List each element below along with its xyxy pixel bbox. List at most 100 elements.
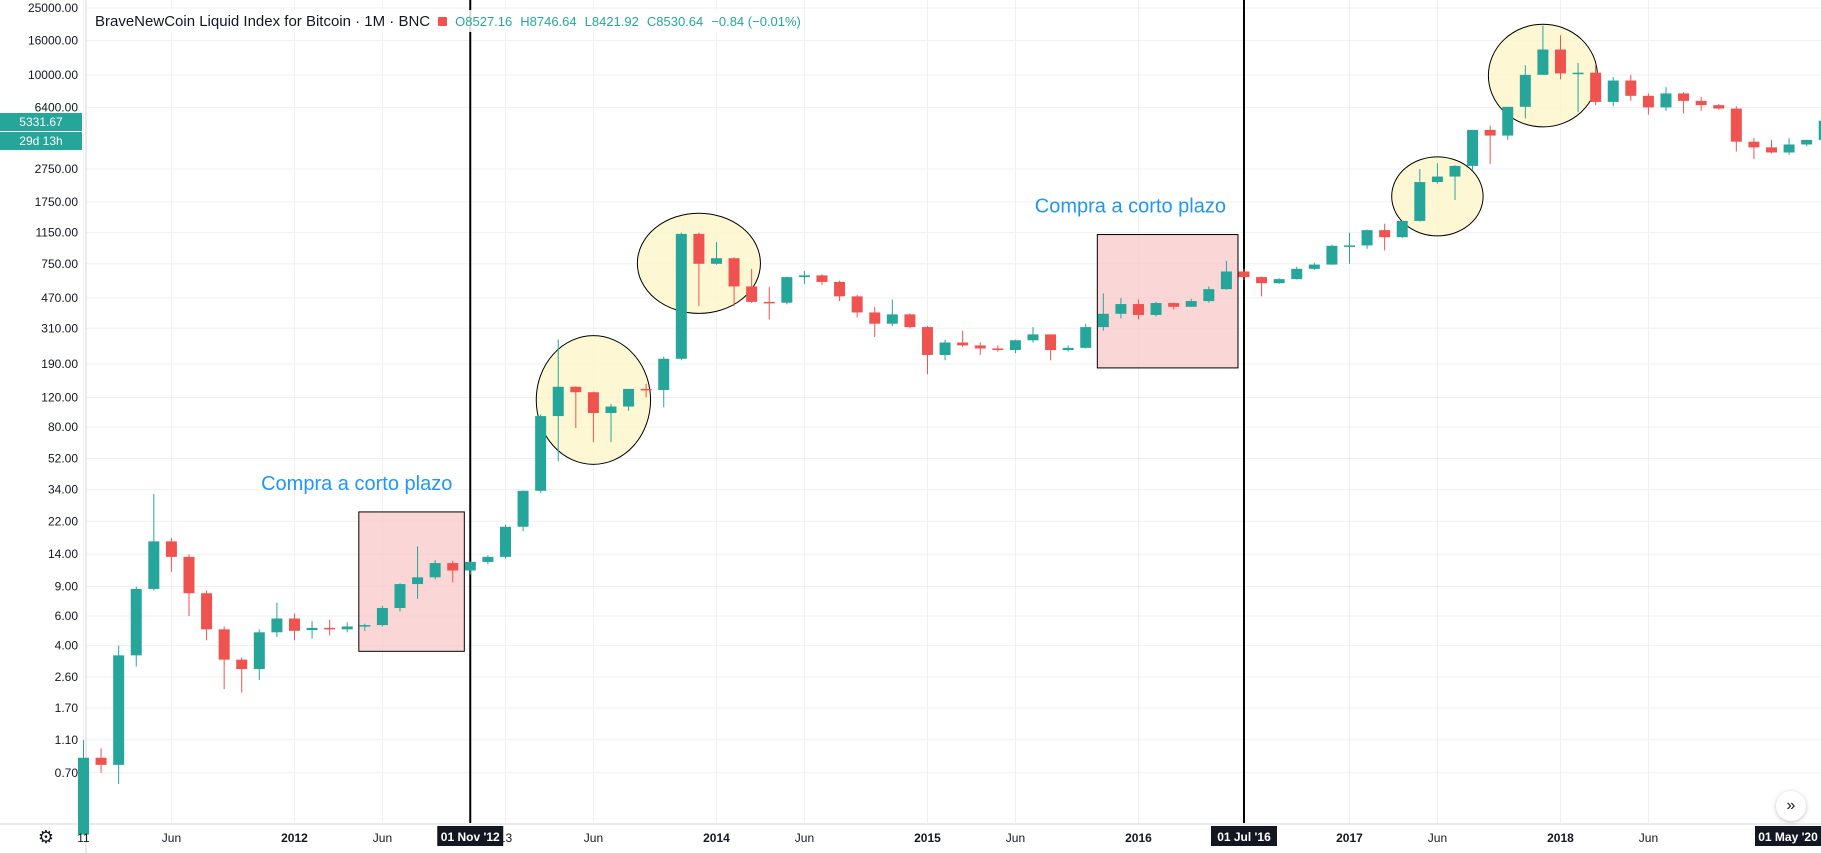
date-badge-1 xyxy=(437,826,504,846)
candle-body xyxy=(1607,80,1619,102)
candle-body xyxy=(1748,141,1760,148)
candle-body xyxy=(1519,74,1531,107)
candle-body xyxy=(1625,80,1637,96)
date-badge-label-1: 01 Nov '12 xyxy=(441,830,500,844)
candle-body xyxy=(798,275,810,278)
buy-zone-box-2[interactable] xyxy=(1096,234,1239,369)
candle-body xyxy=(482,556,494,562)
candle-body xyxy=(1502,106,1514,136)
candle-body xyxy=(921,327,933,355)
y-tick-label: 34.00 xyxy=(48,482,78,496)
candle-body xyxy=(1818,120,1821,140)
x-tick-label: 2012 xyxy=(281,831,308,845)
candle-body xyxy=(324,627,336,630)
candle-body xyxy=(376,607,388,626)
candle-body xyxy=(869,312,881,324)
candle-body xyxy=(1431,176,1443,183)
chart-legend: BraveNewCoin Liquid Index for Bitcoin · … xyxy=(95,10,801,32)
y-tick-label: 16000.00 xyxy=(28,34,78,48)
candle-body xyxy=(1660,93,1672,108)
y-tick-label: 2750.00 xyxy=(35,162,79,176)
candle-body xyxy=(1590,72,1602,102)
candle-body xyxy=(658,358,670,390)
ohlc-low: L8421.92 xyxy=(584,13,639,29)
candle-body xyxy=(1115,304,1127,314)
candle-body xyxy=(1695,100,1707,106)
candle-body xyxy=(886,314,898,324)
candle-body xyxy=(1379,230,1391,238)
y-tick-label: 750.00 xyxy=(41,257,78,271)
candle-body xyxy=(429,563,441,578)
candle-body xyxy=(1062,347,1074,351)
candle-body xyxy=(904,314,916,328)
candle-body xyxy=(1308,264,1320,269)
symbol-title: BraveNewCoin Liquid Index for Bitcoin · … xyxy=(95,12,431,30)
candle-body xyxy=(517,490,529,527)
candle-body xyxy=(1273,279,1285,284)
y-tick-label: 190.00 xyxy=(41,357,78,371)
candle-body xyxy=(675,233,687,359)
candle-body xyxy=(394,584,406,608)
candle-body xyxy=(1185,301,1197,307)
x-tick-label: Jun xyxy=(373,831,392,845)
candle-body xyxy=(1537,49,1549,75)
candle-body xyxy=(640,388,652,391)
double-chevron-right-icon: » xyxy=(1786,797,1796,814)
candle-body xyxy=(1361,230,1373,246)
gear-icon[interactable]: ⚙ xyxy=(37,827,55,847)
candle-body xyxy=(183,556,195,594)
candle-body xyxy=(1203,289,1215,302)
candle-body xyxy=(359,625,371,627)
candle-body xyxy=(851,296,863,313)
x-tick-label: Jun xyxy=(162,831,181,845)
candle-body xyxy=(1097,313,1109,328)
candle-body xyxy=(1783,144,1795,153)
candle-body xyxy=(236,659,248,670)
candle-body xyxy=(763,301,775,304)
ohlc-open: O8527.16 xyxy=(455,13,513,29)
candle-body xyxy=(77,757,89,835)
y-tick-label: 6400.00 xyxy=(35,100,79,114)
x-tick-label: Jun xyxy=(1006,831,1025,845)
candle-body xyxy=(113,655,125,765)
x-tick-label: Jun xyxy=(1639,831,1658,845)
candle-body xyxy=(1220,271,1232,290)
candle-body xyxy=(1554,49,1566,74)
x-tick-label: 11 xyxy=(77,831,90,845)
x-tick-label: 2018 xyxy=(1547,831,1574,845)
candle-body xyxy=(1150,303,1162,315)
buy-zone-label-2: Compra a corto plazo xyxy=(1035,196,1226,218)
candle-body xyxy=(130,588,142,656)
candle-body xyxy=(1132,304,1144,315)
candle-body xyxy=(535,416,547,491)
current-price-badge: 5331.67 xyxy=(0,113,82,131)
candle-body xyxy=(957,342,969,346)
candle-body xyxy=(1713,105,1725,109)
candle-body xyxy=(341,626,353,630)
candle-body xyxy=(1291,268,1303,280)
candle-body xyxy=(271,618,283,633)
candle-body xyxy=(570,386,582,393)
candle-body xyxy=(746,286,758,302)
candle-body xyxy=(1449,165,1461,177)
candle-body xyxy=(623,388,635,407)
candle-body xyxy=(1396,220,1408,238)
x-tick-label: 2015 xyxy=(914,831,941,845)
x-tick-label: Jun xyxy=(584,831,603,845)
candle-body xyxy=(1414,182,1426,221)
x-tick-label: 2017 xyxy=(1336,831,1363,845)
ohlc-high: H8746.64 xyxy=(520,13,577,29)
scroll-to-realtime-button[interactable]: » xyxy=(1776,791,1806,821)
buy-zone-box-1[interactable] xyxy=(358,511,465,652)
y-tick-label: 470.00 xyxy=(41,291,78,305)
y-tick-label: 1.70 xyxy=(55,701,79,715)
candle-body xyxy=(1238,271,1250,278)
candle-body xyxy=(447,563,459,571)
candle-body xyxy=(992,348,1004,351)
candle-body xyxy=(1467,129,1479,166)
candle-body xyxy=(1326,245,1338,265)
y-tick-label: 2.60 xyxy=(55,670,79,684)
candle-body xyxy=(165,541,177,557)
ohlc-close: C8530.64 xyxy=(646,13,704,29)
